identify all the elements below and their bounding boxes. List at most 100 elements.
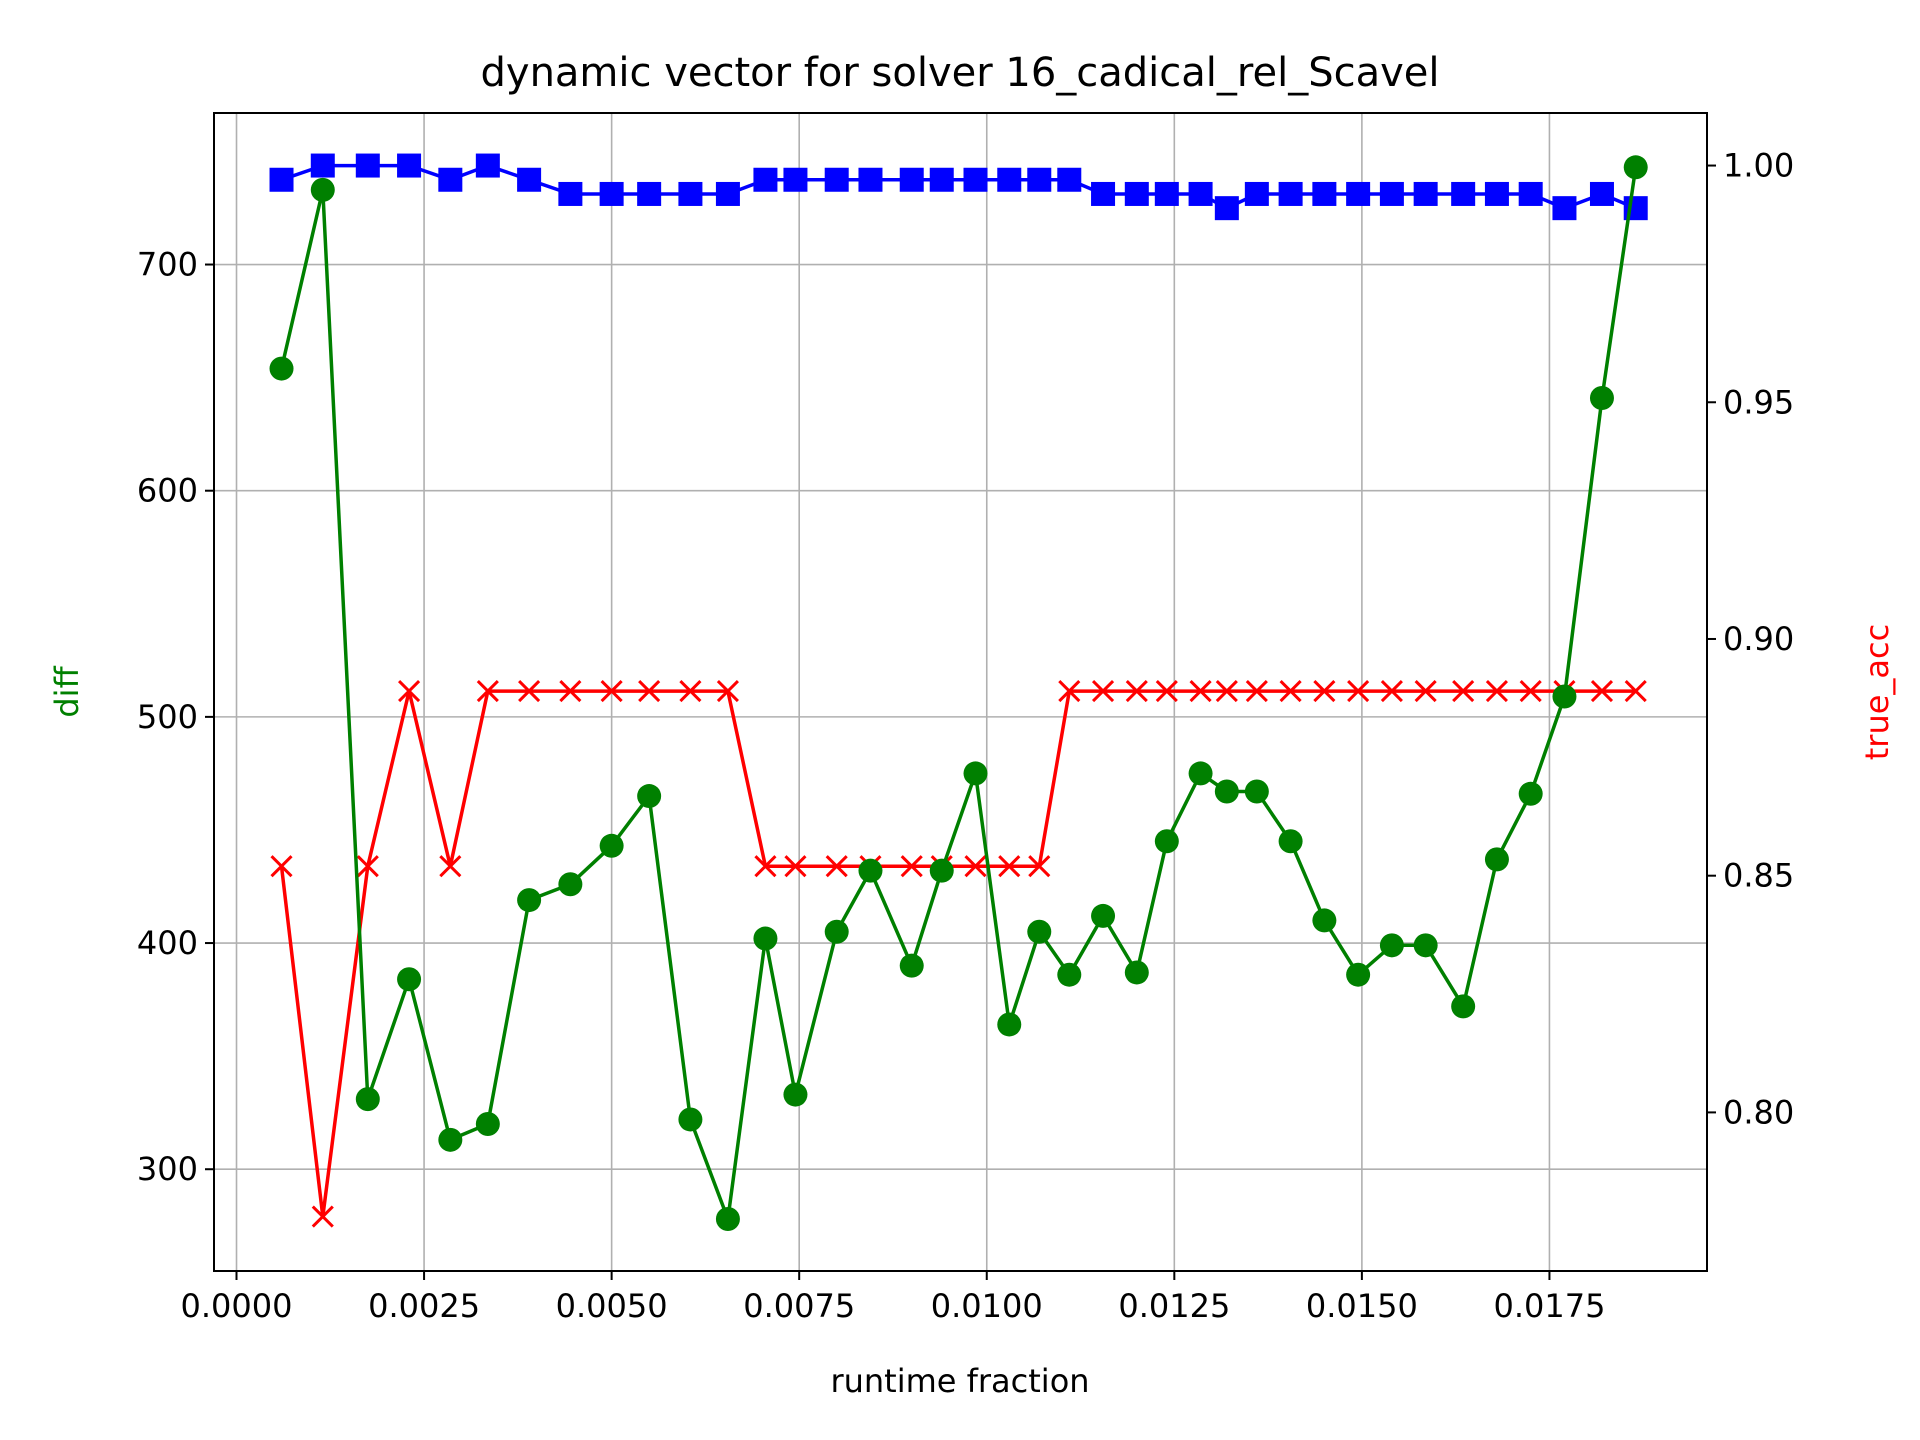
data-point-true_acc [439,855,462,878]
data-point-acc [997,167,1022,192]
x-tick-label: 0.0025 [368,1287,480,1325]
data-point-diff [858,858,883,883]
data-point-diff [997,1012,1022,1037]
data-point-acc [1379,181,1404,206]
data-point-diff [438,1127,463,1152]
data-point-diff [1451,994,1476,1019]
data-point-diff [1278,829,1303,854]
data-point-true_acc [1485,679,1508,703]
data-point-diff [1312,908,1337,933]
data-point-acc [1552,196,1577,221]
data-point-true_acc [1414,679,1437,703]
x-ticks: 0.0000 0.0025 0.0050 0.0075 0.0100 0.0125 0.01… [181,1271,1605,1325]
y-left-tick-label: 400 [137,924,198,962]
data-point-diff [1552,684,1577,709]
data-point-acc [963,167,988,192]
x-tick-label: 0.0000 [181,1287,293,1325]
data-point-true_acc [1245,679,1268,703]
data-point-diff [1518,781,1543,806]
data-point-acc [1188,181,1213,206]
data-point-true_acc [476,679,499,703]
x-tick-label: 0.0175 [1493,1287,1605,1325]
data-point-diff [1027,919,1052,944]
y-left-tick-label: 300 [137,1150,198,1188]
series-layer [269,153,1648,1231]
data-point-true_acc [998,855,1021,878]
data-point-true_acc [1125,679,1148,703]
data-point-diff [475,1111,500,1136]
data-point-diff [1484,847,1509,872]
data-point-diff [1154,829,1179,854]
data-point-acc [1124,181,1149,206]
y-left-tick-label: 700 [137,246,198,284]
data-point-acc [517,167,542,192]
data-point-true_acc [398,679,421,703]
data-point-diff [753,926,778,951]
data-point-diff [558,872,583,897]
y-right-tick-label: 0.95 [1723,383,1794,421]
x-tick-label: 0.0100 [931,1287,1043,1325]
data-point-true_acc [1380,679,1403,703]
data-point-diff [963,761,988,786]
y-left-tick-label: 500 [137,698,198,736]
data-point-true_acc [754,855,777,878]
y-right-axis-label: true_acc [1858,624,1896,760]
data-point-diff [397,967,422,992]
plot-frame [213,112,1708,1272]
y-left-ticks: 300 400 500 600 700 [137,246,214,1188]
data-point-true_acc [784,855,807,878]
data-point-diff [715,1206,740,1231]
series-true_acc [270,679,1647,1228]
data-point-acc [1312,181,1337,206]
data-point-true_acc [1590,679,1614,703]
data-point-acc [1154,181,1179,206]
data-point-diff [517,888,542,913]
data-point-true_acc [518,679,541,703]
data-point-acc [753,167,778,192]
data-point-true_acc [679,679,702,703]
data-point-true_acc [600,679,623,703]
x-axis-label: runtime fraction [830,1362,1089,1400]
x-tick-label: 0.0050 [556,1287,668,1325]
data-point-diff [1379,933,1404,958]
data-point-acc [475,153,500,178]
data-point-diff [269,356,294,381]
data-point-acc [678,181,703,206]
data-point-diff [929,858,954,883]
y-left-axis-label: diff [48,665,86,717]
data-point-acc [929,167,954,192]
data-point-diff [1124,960,1149,985]
data-point-true_acc [638,679,661,703]
data-point-diff [1244,779,1269,804]
chart-title: dynamic vector for solver 16_cadical_rel… [481,50,1440,96]
data-point-acc [558,181,583,206]
y-right-tick-label: 0.90 [1723,620,1794,658]
y-right-tick-label: 0.85 [1723,857,1794,895]
data-point-acc [1278,181,1303,206]
data-point-diff [1188,761,1213,786]
data-point-diff [1623,155,1648,180]
data-point-acc [438,167,463,192]
data-point-acc [1244,181,1269,206]
data-point-acc [858,167,883,192]
data-point-true_acc [270,855,293,878]
y-right-ticks: 0.80 0.85 0.90 0.95 1.00 [1707,147,1794,1131]
data-point-true_acc [1091,679,1115,703]
data-point-diff [899,953,924,978]
data-point-diff [1346,962,1371,987]
data-point-acc [899,167,924,192]
series-diff [269,155,1648,1231]
data-point-diff [1589,385,1614,410]
data-point-diff [824,919,849,944]
data-point-true_acc [1313,679,1336,703]
y-right-tick-label: 1.00 [1723,147,1794,185]
data-point-diff [1057,962,1082,987]
data-point-diff [310,177,335,202]
data-point-diff [355,1087,380,1112]
data-point-true_acc [1452,679,1475,703]
data-point-true_acc [311,1205,334,1228]
data-point-diff [599,833,624,858]
x-tick-label: 0.0150 [1306,1287,1418,1325]
data-point-acc [1451,181,1476,206]
